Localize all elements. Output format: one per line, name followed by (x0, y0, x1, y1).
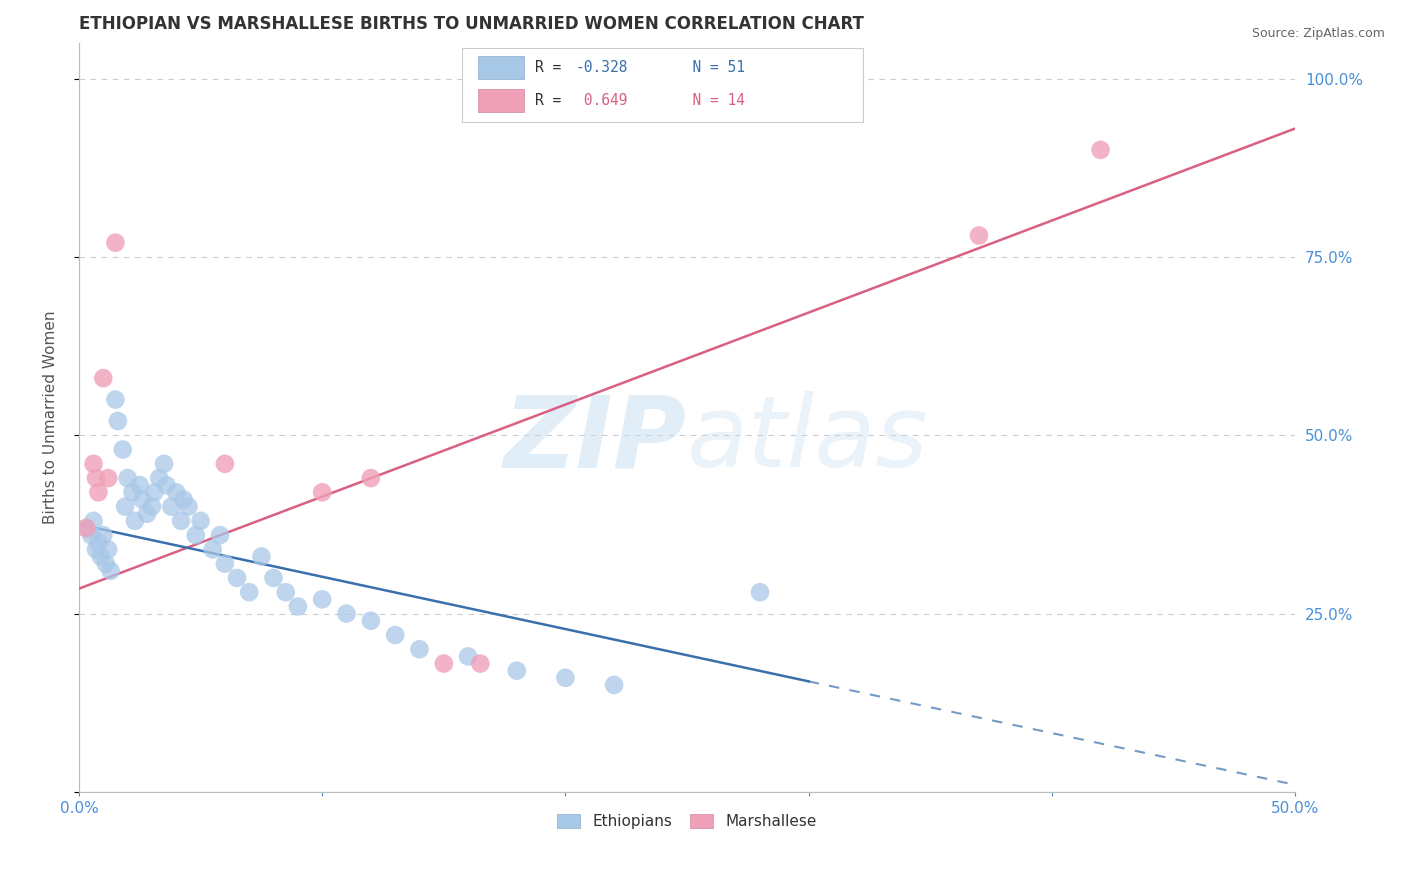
Point (433, 657, 456, 671)
Point (311, 485, 333, 500)
Point (128, 478, 150, 492)
Point (160, 500, 183, 514)
Legend: Ethiopians, Marshallese: Ethiopians, Marshallese (550, 806, 825, 837)
Point (603, 678, 626, 692)
Point (470, 657, 492, 671)
Point (136, 507, 159, 521)
Text: -0.328: -0.328 (575, 60, 627, 75)
Point (94, 557, 117, 571)
Point (360, 614, 382, 628)
Point (91, 371, 114, 385)
Point (311, 592, 333, 607)
Point (104, 235, 127, 250)
Point (335, 607, 357, 621)
Point (967, 228, 990, 243)
FancyBboxPatch shape (478, 56, 524, 78)
Text: ETHIOPIAN VS MARSHALLESE BIRTHS TO UNMARRIED WOMEN CORRELATION CHART: ETHIOPIAN VS MARSHALLESE BIRTHS TO UNMAR… (79, 15, 863, 33)
Point (208, 528, 231, 542)
Point (173, 492, 195, 507)
Point (121, 485, 143, 500)
Point (107, 414, 129, 428)
Text: Source: ZipAtlas.com: Source: ZipAtlas.com (1251, 27, 1385, 40)
Point (190, 514, 212, 528)
Point (148, 471, 170, 485)
Point (201, 542, 224, 557)
Point (506, 664, 529, 678)
Point (184, 528, 207, 542)
Point (214, 457, 236, 471)
Text: 0.649: 0.649 (575, 93, 627, 108)
Point (165, 485, 187, 500)
Point (360, 471, 382, 485)
Point (83, 514, 105, 528)
Point (97, 471, 120, 485)
Text: R =: R = (536, 93, 569, 108)
Point (114, 500, 136, 514)
Point (238, 585, 260, 599)
Point (408, 642, 430, 657)
Point (749, 585, 772, 599)
FancyBboxPatch shape (478, 89, 524, 112)
Point (75, 521, 97, 535)
Point (90, 549, 112, 564)
Point (250, 549, 273, 564)
Text: N = 14: N = 14 (675, 93, 745, 108)
Point (83, 457, 105, 471)
Point (554, 671, 576, 685)
Point (84, 542, 107, 557)
Point (91, 528, 114, 542)
Text: ZIP: ZIP (505, 392, 688, 489)
Point (214, 557, 236, 571)
Point (457, 649, 479, 664)
Point (143, 485, 166, 500)
Point (274, 585, 297, 599)
Point (104, 392, 127, 407)
Point (80, 528, 103, 542)
Text: atlas: atlas (688, 392, 929, 489)
FancyBboxPatch shape (463, 48, 863, 121)
Point (155, 478, 177, 492)
Point (100, 564, 122, 578)
Y-axis label: Births to Unmarried Women: Births to Unmarried Women (44, 310, 58, 524)
Point (141, 500, 163, 514)
Point (177, 500, 200, 514)
Point (131, 492, 153, 507)
Point (124, 514, 146, 528)
Text: N = 51: N = 51 (675, 60, 745, 75)
Point (84, 471, 107, 485)
Point (153, 457, 176, 471)
Point (75, 521, 97, 535)
Point (111, 442, 134, 457)
Point (117, 471, 139, 485)
Point (263, 571, 285, 585)
Point (1090, 143, 1112, 157)
Point (170, 514, 193, 528)
Point (87, 485, 110, 500)
Point (87, 535, 110, 549)
Point (226, 571, 249, 585)
Point (287, 599, 309, 614)
Text: R =: R = (536, 60, 569, 75)
Point (97, 542, 120, 557)
Point (384, 628, 406, 642)
